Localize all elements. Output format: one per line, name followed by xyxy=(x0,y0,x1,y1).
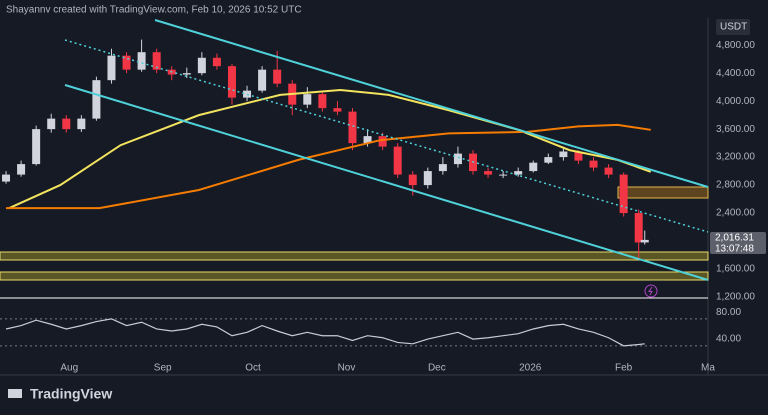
candle-body xyxy=(378,136,387,147)
candle-body xyxy=(619,174,628,214)
candle-body xyxy=(604,167,613,175)
moving-average xyxy=(8,88,652,210)
x-tick-label: Feb xyxy=(615,363,633,374)
y-tick-label: 40.00 xyxy=(716,334,741,345)
candle-body xyxy=(17,164,26,175)
y-tick-label: 3,200.00 xyxy=(716,152,755,163)
x-tick-label: Ma xyxy=(701,363,715,374)
event-icon-bolt xyxy=(648,286,653,296)
candle-body xyxy=(227,66,236,98)
channel-mid xyxy=(64,39,709,233)
logo-mark xyxy=(8,389,22,398)
x-tick-label: Oct xyxy=(245,363,261,374)
currency: USDT xyxy=(720,22,747,33)
candle-body xyxy=(122,55,131,70)
candle-body xyxy=(243,90,252,98)
y-tick-label: 2,400.00 xyxy=(716,208,755,219)
candle-body xyxy=(32,129,41,165)
candle-body xyxy=(152,52,161,70)
credit: Shayannv created with TradingView.com, F… xyxy=(6,5,302,16)
support-zone xyxy=(0,251,709,261)
candle-body xyxy=(529,162,538,172)
candle-body xyxy=(258,69,267,91)
y-tick-label: 1,600.00 xyxy=(716,264,755,275)
candle-body xyxy=(77,118,86,130)
candle-body xyxy=(348,111,357,144)
candle-body xyxy=(634,213,643,243)
candle-body xyxy=(318,94,327,109)
rsi-line xyxy=(5,318,645,347)
candle-body xyxy=(137,52,146,70)
candle-body xyxy=(574,151,583,161)
x-tick-label: 2026 xyxy=(519,363,542,374)
x-tick-label: Aug xyxy=(60,363,78,374)
candle-body xyxy=(303,94,312,105)
price-tag xyxy=(710,232,766,254)
candle-body xyxy=(544,157,553,163)
x-tick-label: Sep xyxy=(154,363,172,374)
y-tick-label: 2,800.00 xyxy=(716,180,755,191)
candle-body xyxy=(589,160,598,168)
candle-body xyxy=(182,73,191,75)
candle-body xyxy=(408,174,417,186)
candle-body xyxy=(92,80,101,119)
candle-body xyxy=(47,118,56,130)
y-tick-label: 4,400.00 xyxy=(716,68,755,79)
y-tick-label: 80.00 xyxy=(716,307,741,318)
currency-box xyxy=(716,19,750,35)
resistance-zone xyxy=(617,186,709,199)
brand: TradingView xyxy=(30,386,112,402)
candle-body xyxy=(499,174,508,176)
y-tick-label: 4,800.00 xyxy=(716,40,755,51)
moving-average xyxy=(6,123,651,210)
channel-lower xyxy=(64,84,709,281)
candle-body xyxy=(363,136,372,144)
y-tick-label: 1,200.00 xyxy=(716,292,755,303)
countdown: 13:07:48 xyxy=(715,244,754,255)
candle-body xyxy=(423,171,432,186)
candle-body xyxy=(514,171,523,175)
candle-body xyxy=(212,57,221,67)
candle-body xyxy=(640,239,649,243)
candle-body xyxy=(438,164,447,172)
last-price: 2,016.31 xyxy=(715,233,754,244)
candle-body xyxy=(197,57,206,74)
candle-body xyxy=(453,153,462,165)
candle-body xyxy=(559,151,568,158)
candle-body xyxy=(333,108,342,112)
candle-body xyxy=(2,174,11,182)
candle-body xyxy=(393,146,402,175)
event-icon[interactable] xyxy=(644,284,658,298)
y-tick-label: 3,600.00 xyxy=(716,124,755,135)
y-tick-label: 4,000.00 xyxy=(716,96,755,107)
channel-upper xyxy=(154,19,709,188)
candle-body xyxy=(62,118,71,130)
x-tick-label: Dec xyxy=(428,363,446,374)
candle-body xyxy=(273,69,282,84)
candle-body xyxy=(484,171,493,175)
x-tick-label: Nov xyxy=(338,363,356,374)
support-zone xyxy=(0,271,709,281)
candle-body xyxy=(107,55,116,81)
